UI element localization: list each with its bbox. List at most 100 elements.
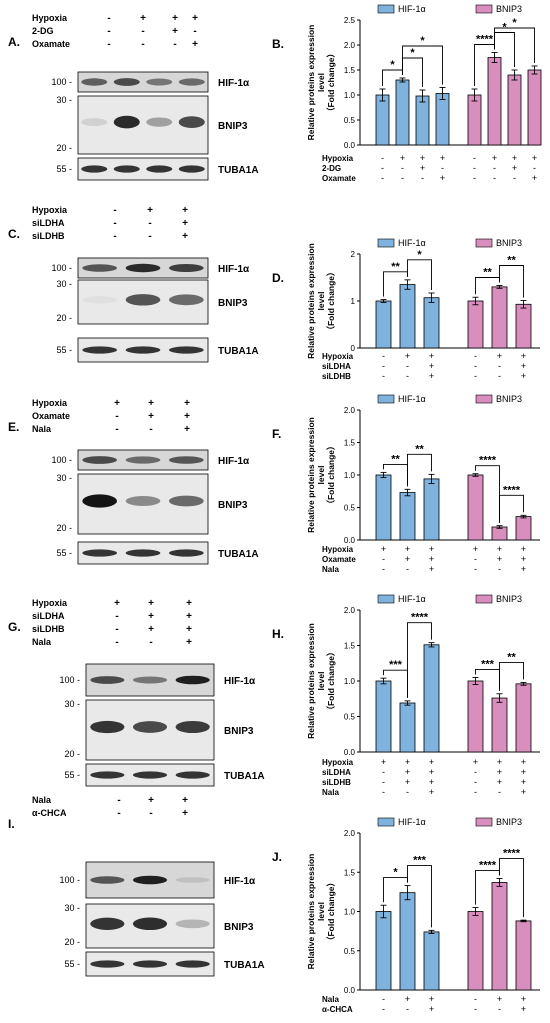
chart-condition-sign: +	[405, 777, 410, 787]
sig-label: **	[391, 261, 400, 273]
chart-condition-sign: +	[521, 767, 526, 777]
blot-band-hif	[82, 264, 117, 272]
condition-label: Oxamate	[32, 39, 70, 49]
blot-panel-c: C. Hypoxia - + + siLDHA - - + siLDHB - - +100 - 30 - 2…	[8, 205, 259, 363]
blot-band-hif	[169, 264, 204, 272]
mw-marker: 100 -	[51, 263, 72, 273]
condition-sign: -	[113, 218, 116, 229]
chart-condition-sign: +	[429, 787, 434, 797]
panel-letter: A.	[8, 35, 20, 49]
chart-condition-sign: +	[521, 787, 526, 797]
legend-swatch-bnip	[475, 394, 493, 404]
chart-condition-sign: -	[498, 361, 501, 371]
y-tick-label: 0.0	[344, 141, 356, 150]
bar-hif	[423, 931, 440, 991]
chart-condition-sign: +	[400, 153, 405, 163]
chart-panel-j: J. HIF-1α BNIP3 Relative proteins expressio…	[272, 817, 540, 1014]
condition-sign: -	[148, 218, 151, 229]
chart-condition-sign: +	[405, 554, 410, 564]
chart-condition-sign: -	[474, 767, 477, 777]
legend-label-bnip: BNIP3	[496, 4, 522, 14]
sig-label: *	[512, 17, 517, 29]
mw-marker: 20 -	[56, 313, 72, 323]
chart-condition-sign: -	[382, 564, 385, 574]
chart-condition-sign: -	[382, 787, 385, 797]
mw-marker: 20 -	[56, 143, 72, 153]
panel-letter: E.	[8, 420, 19, 434]
condition-label: α-CHCA	[32, 808, 67, 818]
y-tick-label: 0.5	[344, 947, 356, 956]
condition-label: Hypoxia	[32, 598, 68, 608]
mw-marker: 30 -	[64, 903, 80, 913]
chart-condition-sign: +	[440, 173, 445, 183]
blot-band-tuba	[82, 346, 117, 354]
legend-swatch-hif	[377, 817, 395, 827]
mw-marker: 55 -	[64, 770, 80, 780]
blot-band-bnip	[90, 917, 125, 930]
chart-condition-sign: -	[473, 163, 476, 173]
condition-sign: -	[107, 13, 110, 24]
sig-label: ***	[481, 658, 495, 670]
blot-label-bnip: BNIP3	[218, 500, 248, 511]
condition-sign: +	[192, 13, 198, 24]
y-title-line1: Relative proteins expression	[306, 417, 316, 533]
condition-sign: +	[172, 26, 178, 37]
blot-band-bnip	[132, 917, 168, 931]
condition-sign: -	[107, 39, 110, 50]
blot-band-hif	[125, 456, 161, 464]
chart-condition-sign: +	[405, 994, 410, 1004]
chart-condition-sign: +	[521, 371, 526, 381]
condition-label: siLDHB	[32, 231, 65, 241]
blot-band-tuba	[175, 771, 210, 779]
condition-sign: +	[186, 624, 192, 635]
chart-condition-sign: +	[521, 1004, 526, 1014]
chart-condition-sign: -	[382, 1004, 385, 1014]
legend-label-bnip: BNIP3	[496, 594, 522, 604]
y-tick-label: 2.5	[344, 16, 356, 25]
bar-hif	[375, 300, 392, 349]
condition-sign: -	[115, 411, 118, 422]
condition-sign: -	[107, 26, 110, 37]
chart-condition-sign: -	[493, 163, 496, 173]
bar-bnip	[467, 680, 484, 753]
chart-condition-sign: +	[521, 544, 526, 554]
legend-swatch-hif	[377, 238, 395, 248]
chart-condition-sign: -	[401, 173, 404, 183]
chart-condition-sign: -	[382, 777, 385, 787]
bar-hif	[423, 478, 440, 541]
sig-bracket	[499, 858, 524, 918]
y-axis-title: Relative proteins expression level （Fold c…	[306, 854, 336, 970]
sig-label: ****	[479, 455, 497, 467]
panel-letter: C.	[8, 227, 20, 241]
chart-condition-sign: -	[473, 173, 476, 183]
chart-condition-sign: -	[474, 371, 477, 381]
y-axis-title: Relative proteins expression level （Fold c…	[306, 417, 336, 533]
chart-condition-label: 2-DG	[322, 164, 341, 173]
sig-label: *	[393, 867, 398, 879]
chart-condition-sign: -	[513, 173, 516, 183]
blot-band-bnip	[175, 919, 210, 929]
blot-band-bnip	[125, 496, 161, 506]
chart-condition-sign: +	[521, 994, 526, 1004]
blot-band-bnip	[82, 296, 117, 304]
y-title-line3: （Fold change）	[326, 267, 336, 334]
chart-panel-d: D. HIF-1α BNIP3 Relative proteins expressio…	[272, 238, 540, 381]
blot-band-tuba	[113, 165, 140, 173]
y-tick-label: 0	[351, 344, 356, 353]
blot-band-tuba	[132, 771, 168, 779]
bar-bnip	[467, 94, 482, 146]
chart-condition-sign: -	[498, 787, 501, 797]
condition-sign: -	[115, 424, 118, 435]
y-tick-label: 1	[351, 297, 356, 306]
condition-sign: +	[182, 231, 188, 242]
chart-condition-sign: +	[405, 544, 410, 554]
legend-swatch-bnip	[475, 594, 493, 604]
mw-marker: 55 -	[56, 164, 72, 174]
chart-condition-sign: +	[497, 554, 502, 564]
y-title-line2: level	[316, 466, 326, 485]
panel-letter: G.	[8, 620, 21, 634]
sig-label: **	[415, 443, 424, 455]
blot-band-tuba	[125, 549, 161, 557]
chart-condition-sign: +	[497, 544, 502, 554]
